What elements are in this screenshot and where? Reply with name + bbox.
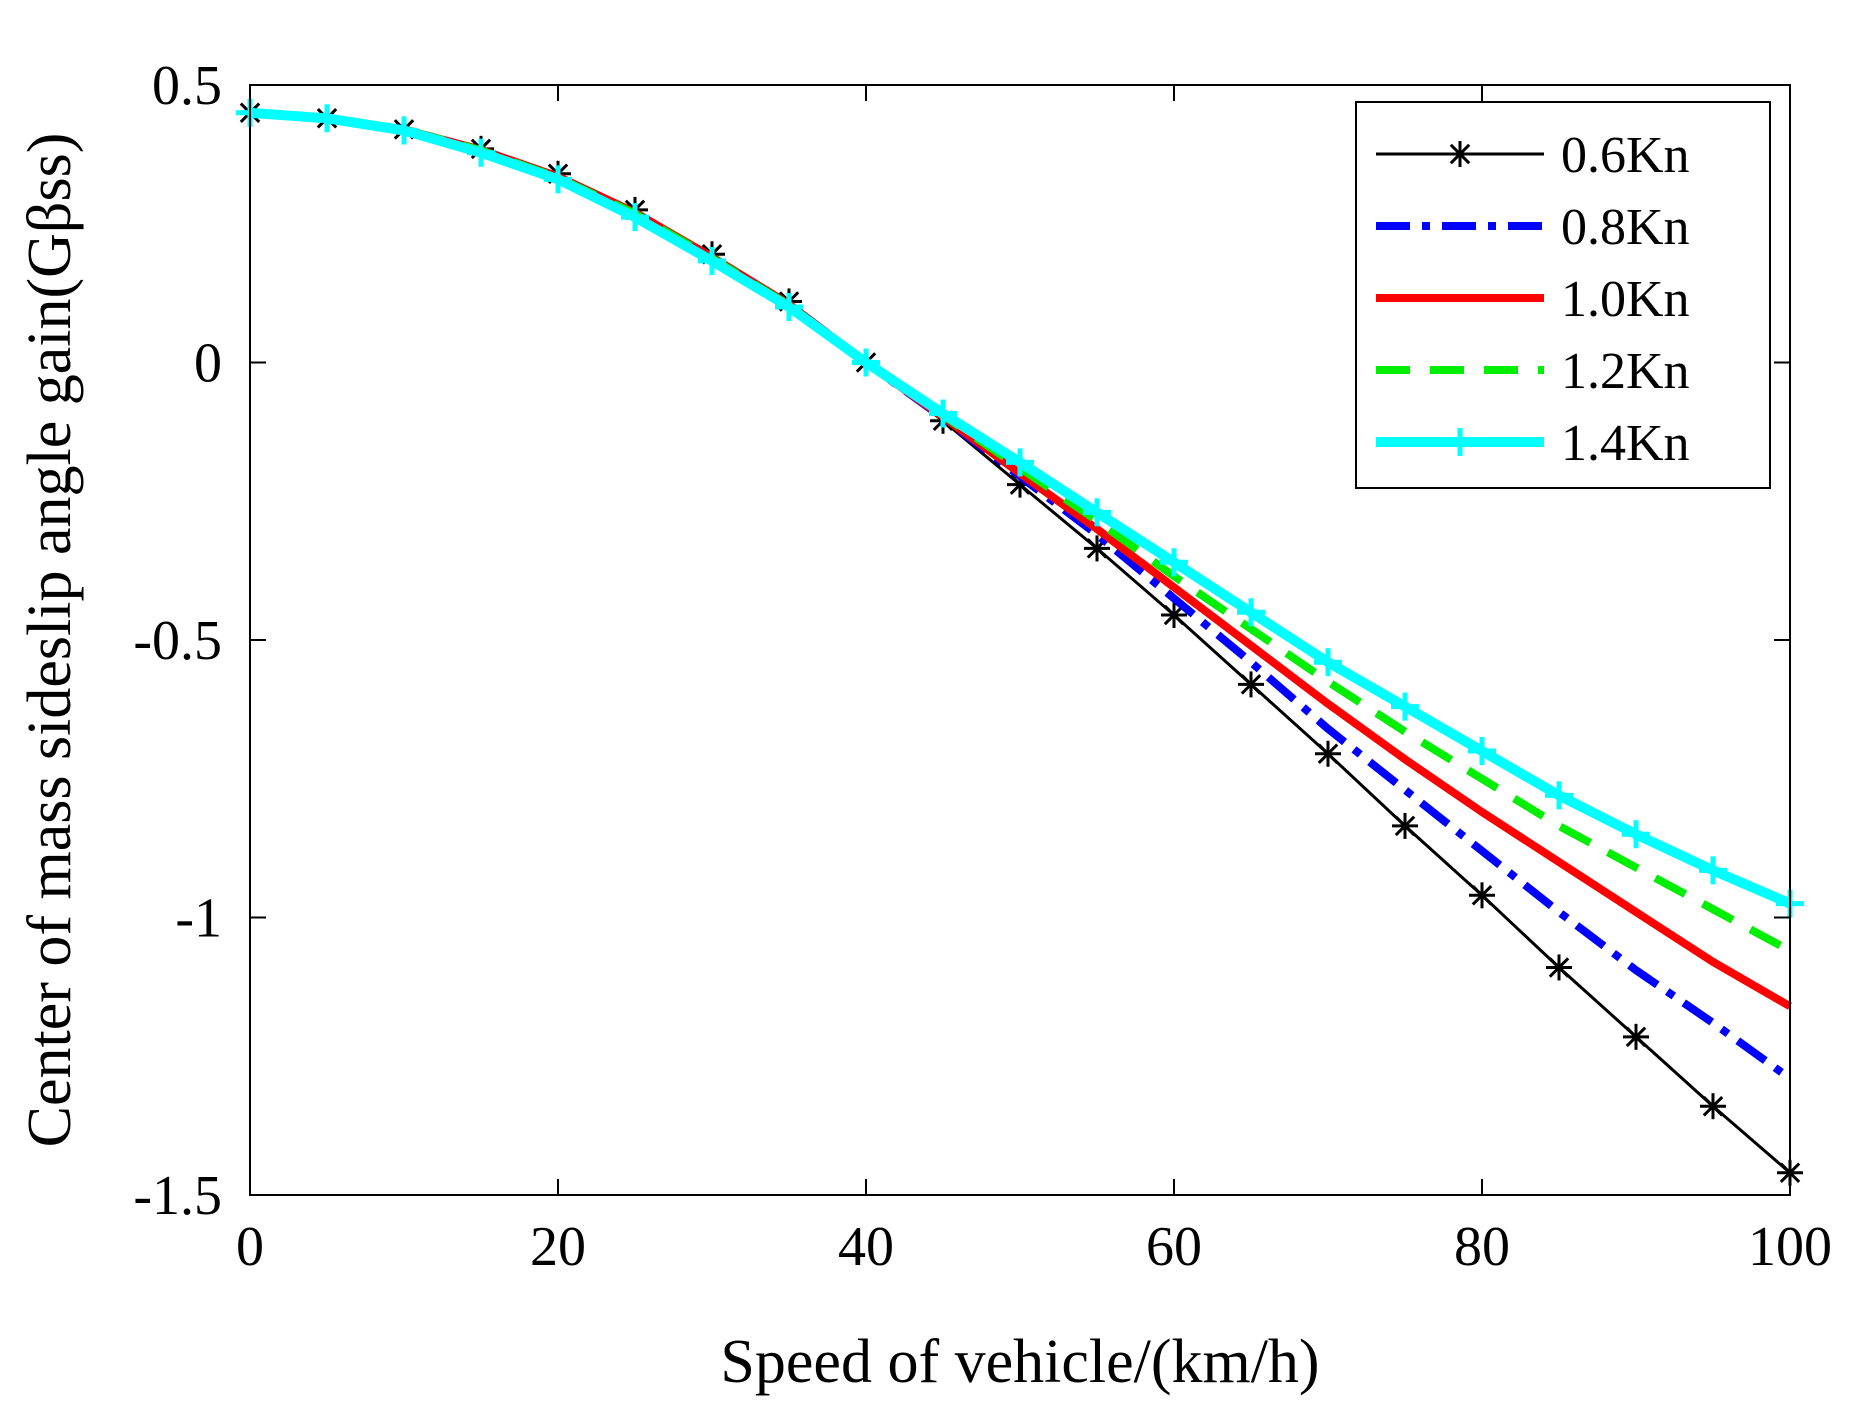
asterisk-marker: [1392, 812, 1418, 839]
plus-marker: [390, 116, 418, 145]
asterisk-marker: [1623, 1023, 1649, 1050]
plus-marker: [467, 138, 495, 167]
legend-label: 1.0Kn: [1561, 271, 1690, 328]
asterisk-marker: [1315, 740, 1341, 767]
asterisk-marker: [1546, 954, 1572, 981]
x-tick-label: 0: [236, 1216, 264, 1278]
plus-marker: [1083, 498, 1111, 527]
series-layer: [236, 98, 1804, 1186]
plus-marker: [1006, 448, 1034, 477]
x-tick-label: 100: [1748, 1216, 1832, 1278]
asterisk-marker: [1238, 671, 1264, 698]
plus-marker: [698, 246, 726, 275]
legend-label: 1.4Kn: [1561, 415, 1690, 472]
y-axis-title: Center of mass sideslip angle gain(Gβss): [16, 133, 84, 1148]
ticks-layer: 0 20 40 60 80 100 0.5 0 -0.5 -1 -1.5: [133, 55, 1832, 1278]
plus-marker: [929, 399, 957, 428]
plus-marker: [1468, 737, 1496, 765]
y-tick-label: 0.5: [152, 55, 222, 117]
y-tick-label: -1: [175, 888, 222, 950]
plus-marker: [1160, 548, 1188, 577]
y-tick-label: 0: [194, 333, 222, 395]
plus-marker: [1314, 648, 1342, 677]
x-tick-label: 20: [530, 1216, 586, 1278]
legend-label: 0.8Kn: [1561, 199, 1690, 256]
legend-label: 1.2Kn: [1561, 343, 1690, 400]
asterisk-marker: [1700, 1093, 1726, 1120]
x-tick-label: 40: [838, 1216, 894, 1278]
legend-label: 0.6Kn: [1561, 127, 1690, 184]
plus-marker: [775, 293, 803, 321]
x-tick-label: 60: [1146, 1216, 1202, 1278]
x-tick-label: 80: [1454, 1216, 1510, 1278]
plus-marker: [1391, 692, 1419, 721]
plus-marker: [1622, 820, 1650, 849]
x-axis-title: Speed of vehicle/(km/h): [720, 1328, 1319, 1396]
legend: 0.6Kn 0.8Kn 1.0Kn 1.2Kn 1.4Kn: [1355, 101, 1771, 489]
plus-marker: [1545, 781, 1573, 810]
plus-marker: [1237, 598, 1265, 627]
plus-marker: [313, 104, 341, 133]
plus-marker: [1699, 856, 1727, 885]
y-tick-label: -1.5: [133, 1165, 222, 1227]
y-tick-label: -0.5: [133, 610, 222, 672]
asterisk-marker: [1447, 141, 1473, 167]
plus-marker: [621, 203, 649, 232]
series-line-1.2Kn: [249, 108, 1792, 955]
plus-marker: [1446, 428, 1474, 456]
asterisk-marker: [1161, 602, 1187, 629]
asterisk-marker: [1469, 882, 1495, 909]
plus-marker: [544, 165, 572, 194]
plus-marker: [852, 348, 880, 377]
